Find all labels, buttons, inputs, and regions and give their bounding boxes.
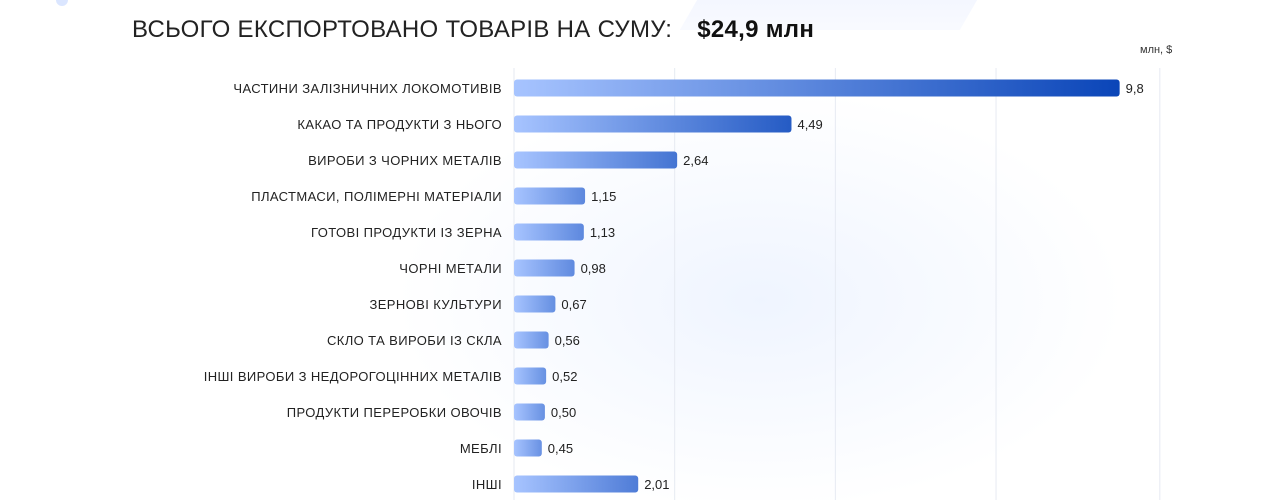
bar-4	[514, 223, 584, 241]
bar-10	[514, 439, 542, 457]
bar-11	[514, 475, 639, 493]
value-label-6: 0,67	[561, 297, 586, 312]
category-label-5: ЧОРНІ МЕТАЛИ	[399, 261, 502, 276]
category-label-0: ЧАСТИНИ ЗАЛІЗНИЧНИХ ЛОКОМОТИВІВ	[233, 81, 502, 96]
value-label-7: 0,56	[555, 333, 580, 348]
decorative-dot	[56, 0, 68, 6]
category-label-1: КАКАО ТА ПРОДУКТИ З НЬОГО	[297, 117, 502, 132]
value-label-10: 0,45	[548, 441, 573, 456]
category-label-7: СКЛО ТА ВИРОБИ ІЗ СКЛА	[327, 333, 502, 348]
grid-lines	[513, 68, 1161, 500]
value-label-4: 1,13	[590, 225, 615, 240]
value-label-8: 0,52	[552, 369, 577, 384]
bar-3	[514, 187, 586, 205]
unit-label: млн, $	[1140, 44, 1173, 56]
value-label-0: 9,8	[1126, 81, 1144, 96]
bar-0	[514, 79, 1120, 97]
bar-6	[514, 295, 556, 313]
chart-title: ВСЬОГО ЕКСПОРТОВАНО ТОВАРІВ НА СУМУ: $24…	[132, 16, 814, 44]
bar-1	[514, 115, 792, 133]
category-label-11: ІНШІ	[472, 477, 502, 492]
bar-5	[514, 259, 575, 277]
category-label-9: ПРОДУКТИ ПЕРЕРОБКИ ОВОЧІВ	[287, 405, 502, 420]
bar-2	[514, 151, 678, 169]
value-label-9: 0,50	[551, 405, 576, 420]
bars	[514, 79, 1120, 493]
value-label-11: 2,01	[644, 477, 669, 492]
value-label-2: 2,64	[683, 153, 708, 168]
category-label-3: ПЛАСТМАСИ, ПОЛІМЕРНІ МАТЕРІАЛИ	[251, 189, 502, 204]
value-label-5: 0,98	[581, 261, 606, 276]
bar-9	[514, 403, 545, 421]
chart-total-value: $24,9 млн	[697, 16, 815, 43]
category-label-10: МЕБЛІ	[460, 441, 502, 456]
labels: ЧАСТИНИ ЗАЛІЗНИЧНИХ ЛОКОМОТИВІВ 9,8 КАКАО …	[204, 81, 1144, 492]
chart-title-text: ВСЬОГО ЕКСПОРТОВАНО ТОВАРІВ НА СУМУ:	[132, 16, 673, 43]
category-label-8: ІНШІ ВИРОБИ З НЕДОРОГОЦІННИХ МЕТАЛІВ	[204, 369, 502, 384]
category-label-2: ВИРОБИ З ЧОРНИХ МЕТАЛІВ	[308, 153, 502, 168]
value-label-3: 1,15	[591, 189, 616, 204]
bar-7	[514, 331, 549, 349]
category-label-4: ГОТОВІ ПРОДУКТИ ІЗ ЗЕРНА	[311, 225, 502, 240]
category-label-6: ЗЕРНОВІ КУЛЬТУРИ	[369, 297, 502, 312]
value-label-1: 4,49	[797, 117, 822, 132]
bar-8	[514, 367, 547, 385]
